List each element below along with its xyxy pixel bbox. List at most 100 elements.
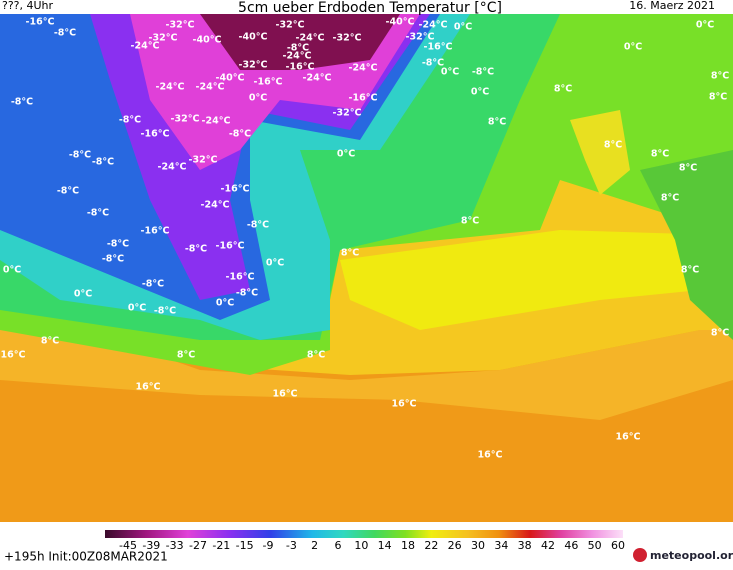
colorbar-tick-label: -45: [119, 539, 137, 552]
temperature-label: 16°C: [1, 350, 26, 361]
temperature-label: -8°C: [69, 150, 91, 161]
temperature-label: 8°C: [488, 117, 506, 128]
colorbar-tick-label: -9: [263, 539, 274, 552]
colorbar-tick-label: 42: [541, 539, 555, 552]
colorbar-tick-label: 10: [354, 539, 368, 552]
temperature-label: -8°C: [247, 220, 269, 231]
temperature-label: 0°C: [74, 289, 92, 300]
colorbar-tick-label: 2: [311, 539, 318, 552]
temperature-label: 8°C: [41, 336, 59, 347]
colorbar-tick-label: 14: [378, 539, 392, 552]
temperature-label: -32°C: [333, 33, 362, 44]
colorbar-tick-label: 18: [401, 539, 415, 552]
temperature-label: -8°C: [119, 115, 141, 126]
colorbar-tick-label: -39: [142, 539, 160, 552]
temperature-label: -32°C: [171, 114, 200, 125]
temperature-label: -24°C: [296, 33, 325, 44]
temperature-label: -24°C: [303, 73, 332, 84]
temperature-label: -24°C: [156, 82, 185, 93]
temperature-label: -24°C: [202, 116, 231, 127]
temperature-label: -24°C: [419, 20, 448, 31]
brand-logo: [633, 548, 647, 562]
temperature-label: 8°C: [709, 92, 727, 103]
temperature-label: -32°C: [149, 33, 178, 44]
colorbar-tick-label: -33: [166, 539, 184, 552]
temperature-label: -16°C: [286, 62, 315, 73]
temperature-label: -40°C: [193, 35, 222, 46]
temperature-label: 8°C: [661, 193, 679, 204]
temperature-label: -24°C: [349, 63, 378, 74]
map-title: 5cm ueber Erdboden Temperatur [°C]: [238, 0, 502, 16]
temperature-label: -40°C: [239, 32, 268, 43]
temperature-label: -8°C: [154, 306, 176, 317]
temperature-label: 8°C: [681, 265, 699, 276]
temperature-label: -24°C: [201, 200, 230, 211]
temperature-label: -40°C: [216, 73, 245, 84]
temperature-label: 0°C: [454, 22, 472, 33]
temperature-label: -24°C: [158, 162, 187, 173]
temperature-label: 8°C: [679, 163, 697, 174]
colorbar-tick-label: 34: [494, 539, 508, 552]
colorbar-tick-label: 30: [471, 539, 485, 552]
colorbar-tick-label: -3: [286, 539, 297, 552]
temperature-label: 0°C: [624, 42, 642, 53]
temperature-label: -8°C: [287, 43, 309, 54]
temperature-label: -32°C: [276, 20, 305, 31]
temperature-label: -8°C: [57, 186, 79, 197]
temperature-label: 8°C: [651, 149, 669, 160]
run-time: ???, 4Uhr: [2, 0, 54, 12]
temperature-label: 8°C: [461, 216, 479, 227]
temperature-label: 16°C: [392, 399, 417, 410]
temperature-label: -32°C: [333, 108, 362, 119]
temperature-label: -8°C: [87, 208, 109, 219]
temperature-label: -32°C: [189, 155, 218, 166]
colorbar-tick-label: 22: [424, 539, 438, 552]
temperature-label: -16°C: [226, 272, 255, 283]
temperature-label: -8°C: [54, 28, 76, 39]
temperature-label: -24°C: [283, 51, 312, 62]
temperature-label: -8°C: [107, 239, 129, 250]
map-date: 16. Maerz 2021: [629, 0, 715, 12]
temperature-label: -8°C: [92, 157, 114, 168]
temperature-label: 8°C: [177, 350, 195, 361]
temperature-label: -8°C: [102, 254, 124, 265]
temperature-label: -16°C: [254, 77, 283, 88]
temperature-label: 0°C: [441, 67, 459, 78]
temperature-label: 0°C: [249, 93, 267, 104]
map-background: [0, 14, 733, 522]
brand: meteopool.org: [650, 549, 733, 562]
temperature-label: 8°C: [711, 328, 729, 339]
temperature-label: 8°C: [341, 248, 359, 259]
temperature-label: -8°C: [236, 288, 258, 299]
temperature-label: -32°C: [239, 60, 268, 71]
colorbar-tick-label: 60: [611, 539, 625, 552]
temperature-label: 0°C: [216, 298, 234, 309]
colorbar-tick-label: 46: [564, 539, 578, 552]
temperature-label: 0°C: [266, 258, 284, 269]
colorbar-tick-label: 38: [518, 539, 532, 552]
temperature-label: 0°C: [3, 265, 21, 276]
temperature-label: 16°C: [616, 432, 641, 443]
temperature-label: 8°C: [554, 84, 572, 95]
temperature-label: -40°C: [386, 17, 415, 28]
temperature-label: -24°C: [196, 82, 225, 93]
colorbar-tick-label: 50: [588, 539, 602, 552]
colorbar-tick-label: -27: [189, 539, 207, 552]
temperature-label: 16°C: [136, 382, 161, 393]
colorbar-tick-label: -15: [236, 539, 254, 552]
colorbar-tick-label: -21: [212, 539, 230, 552]
temperature-label: -16°C: [221, 184, 250, 195]
temperature-label: -24°C: [131, 41, 160, 52]
temperature-label: -8°C: [472, 67, 494, 78]
temperature-label: 0°C: [696, 20, 714, 31]
temperature-label: 0°C: [337, 149, 355, 160]
temperature-label: -8°C: [142, 279, 164, 290]
temperature-label: -8°C: [422, 58, 444, 69]
colorbar: [105, 530, 623, 538]
colorbar-tick-label: 6: [335, 539, 342, 552]
temperature-label: 16°C: [478, 450, 503, 461]
temperature-label: 0°C: [471, 87, 489, 98]
colorbar-tick-label: 26: [448, 539, 462, 552]
